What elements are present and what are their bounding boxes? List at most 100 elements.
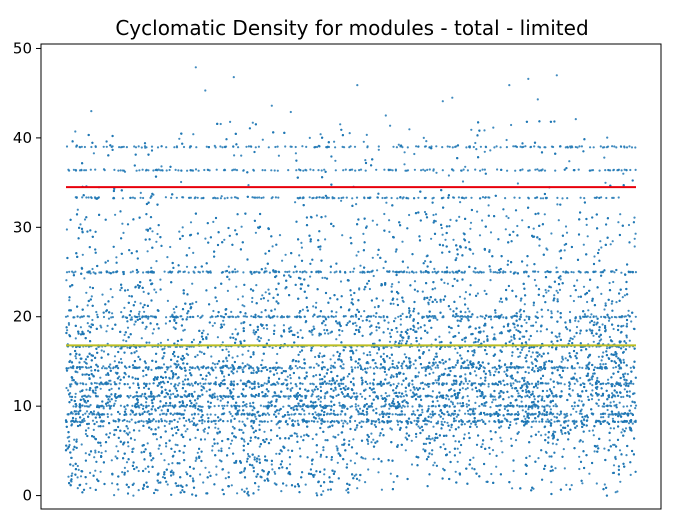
data-point-955 xyxy=(410,463,414,466)
data-point-1020 xyxy=(411,391,415,394)
data-point-856 xyxy=(578,399,581,402)
data-point-1535 xyxy=(611,417,615,420)
data-point-1345 xyxy=(595,402,598,405)
data-point-824 xyxy=(147,317,150,320)
data-point-503 xyxy=(459,402,462,405)
data-point-1411 xyxy=(500,440,503,443)
data-point-61 xyxy=(489,393,492,396)
data-point-480 xyxy=(334,388,337,391)
data-point-902 xyxy=(626,373,630,376)
data-point-1338 xyxy=(147,410,150,413)
data-point-524 xyxy=(127,396,130,399)
data-point-807 xyxy=(627,422,631,425)
data-point-979 xyxy=(456,460,459,463)
data-point-661 xyxy=(212,220,215,223)
data-point-1423 xyxy=(133,438,136,441)
data-point-300 xyxy=(137,469,140,473)
data-point-348 xyxy=(340,199,343,202)
data-point-790 xyxy=(434,379,437,382)
data-point-670 xyxy=(507,216,510,220)
data-point-83 xyxy=(476,210,479,213)
data-point-14 xyxy=(282,324,285,327)
data-point-1184 xyxy=(151,230,154,233)
data-point-669 xyxy=(344,385,347,388)
data-point-1012 xyxy=(201,422,204,425)
data-point-221 xyxy=(432,425,435,428)
data-point-141 xyxy=(413,388,416,391)
data-point-777 xyxy=(294,201,297,204)
data-point-498 xyxy=(319,133,322,136)
data-point-1353 xyxy=(539,330,542,333)
data-point-540 xyxy=(353,474,356,477)
data-point-329 xyxy=(389,472,392,475)
data-point-608 xyxy=(113,381,116,384)
data-point-644 xyxy=(499,436,502,439)
data-point-776 xyxy=(403,151,406,154)
data-point-1350 xyxy=(78,367,82,371)
data-point-365 xyxy=(489,279,492,282)
data-point-327 xyxy=(597,248,601,251)
data-point-1337 xyxy=(312,305,315,308)
data-point-746 xyxy=(157,481,160,484)
data-point-564 xyxy=(132,494,135,497)
data-point-613 xyxy=(354,321,357,324)
data-point-1492 xyxy=(582,285,586,288)
data-point-961 xyxy=(99,470,102,473)
data-point-316 xyxy=(83,218,87,221)
data-point-1450 xyxy=(91,267,94,271)
data-point-588 xyxy=(155,260,158,263)
data-point-969 xyxy=(273,308,277,311)
data-point-28 xyxy=(241,304,244,307)
data-point-1410 xyxy=(267,401,270,404)
data-point-877 xyxy=(126,470,129,473)
data-point-1445 xyxy=(202,481,205,484)
data-point-1496 xyxy=(464,291,467,294)
data-point-24 xyxy=(516,182,520,185)
data-point-870 xyxy=(558,335,561,338)
data-point-1138 xyxy=(489,371,492,374)
data-point-731 xyxy=(447,398,451,401)
data-point-302 xyxy=(300,246,303,249)
data-point-1316 xyxy=(115,256,118,259)
data-point-213 xyxy=(332,354,335,357)
data-point-795 xyxy=(550,481,553,484)
data-point-527 xyxy=(291,386,294,390)
data-point-853 xyxy=(528,455,531,458)
data-point-385 xyxy=(410,439,413,442)
data-point-859 xyxy=(105,373,108,376)
data-point-1421 xyxy=(114,213,117,216)
data-point-335 xyxy=(82,417,86,420)
data-point-1430 xyxy=(94,449,97,452)
data-point-684 xyxy=(299,329,302,332)
data-point-1540 xyxy=(348,439,351,443)
data-point-234 xyxy=(401,240,404,243)
data-point-1442 xyxy=(303,409,306,412)
data-point-792 xyxy=(86,322,89,325)
data-point-1232 xyxy=(400,406,403,409)
data-point-1477 xyxy=(472,456,475,459)
data-point-882 xyxy=(289,377,292,380)
data-point-980 xyxy=(93,456,96,459)
data-point-1155 xyxy=(625,322,629,325)
data-point-1415 xyxy=(102,407,105,410)
data-point-1356 xyxy=(455,257,458,260)
data-point-389 xyxy=(108,400,111,403)
data-point-361 xyxy=(74,392,77,395)
data-point-1054 xyxy=(236,492,239,495)
data-point-819 xyxy=(556,203,559,206)
data-point-354 xyxy=(310,395,313,398)
data-point-637 xyxy=(461,180,465,183)
data-point-291 xyxy=(592,340,595,343)
data-point-1536 xyxy=(614,457,617,461)
data-point-474 xyxy=(551,442,555,445)
data-point-1198 xyxy=(208,471,211,474)
data-point-525 xyxy=(563,416,566,419)
data-point-748 xyxy=(216,336,219,339)
data-point-836 xyxy=(255,284,258,287)
data-point-1150 xyxy=(205,390,208,393)
data-point-1028 xyxy=(183,328,186,331)
data-point-1274 xyxy=(70,456,73,459)
data-point-506 xyxy=(111,312,114,315)
data-point-80 xyxy=(92,428,95,431)
